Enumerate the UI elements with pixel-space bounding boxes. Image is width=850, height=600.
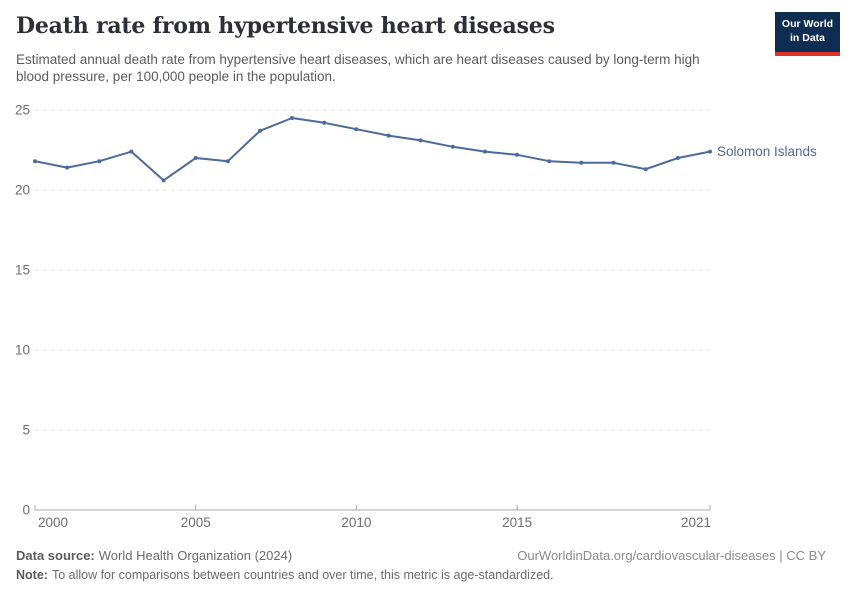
x-tick-label-2005: 2005	[181, 515, 211, 530]
owid-logo-line2: in Data	[789, 32, 825, 44]
note-text: To allow for comparisons between countri…	[51, 568, 554, 582]
data-point-2018[interactable]	[611, 160, 616, 165]
series-line-solomon-islands[interactable]	[34, 117, 711, 182]
data-point-2008[interactable]	[290, 116, 295, 120]
y-tick-label-20: 20	[15, 183, 30, 198]
x-tick-label-2010: 2010	[341, 515, 371, 530]
data-point-2016[interactable]	[547, 159, 552, 164]
owid-logo-line1: Our World	[781, 18, 834, 31]
owid-logo[interactable]: Our World in Data	[775, 12, 840, 56]
y-tick-label-5: 5	[22, 423, 30, 438]
x-tick-label-2015: 2015	[502, 515, 532, 530]
data-point-2015[interactable]	[515, 152, 520, 157]
x-tick-label-2000: 2000	[38, 515, 68, 530]
data-point-2012[interactable]	[418, 138, 423, 143]
data-point-2006[interactable]	[225, 159, 230, 164]
data-point-2013[interactable]	[450, 144, 455, 149]
data-point-2007[interactable]	[258, 128, 262, 133]
y-tick-label-0: 0	[22, 503, 30, 518]
owid-url-link[interactable]: OurWorldinData.org/cardiovascular-diseas…	[517, 548, 826, 563]
chart-title: Death rate from hypertensive heart disea…	[16, 13, 555, 39]
data-point-2019[interactable]	[643, 167, 648, 172]
data-point-2001[interactable]	[65, 165, 70, 170]
data-source-label: Data source:	[16, 548, 95, 563]
chart-footer: Data source: World Health Organization (2…	[16, 548, 826, 582]
data-point-2021[interactable]	[708, 149, 712, 154]
data-point-2014[interactable]	[483, 149, 487, 154]
series-label-solomon-islands[interactable]: Solomon Islands	[717, 144, 817, 159]
data-point-2009[interactable]	[322, 120, 327, 125]
data-point-2017[interactable]	[579, 160, 584, 165]
data-point-2002[interactable]	[97, 159, 102, 164]
y-tick-label-10: 10	[15, 343, 30, 358]
data-source-line: Data source: World Health Organization (2…	[16, 548, 292, 563]
data-point-2010[interactable]	[354, 127, 359, 132]
y-tick-label-15: 15	[15, 263, 30, 278]
data-point-2005[interactable]	[193, 156, 198, 160]
data-point-2000[interactable]	[33, 159, 37, 164]
data-source-text: World Health Organization (2024)	[98, 548, 293, 563]
x-tick-label-2021: 2021	[681, 515, 711, 530]
note-line: Note: To allow for comparisons between co…	[16, 568, 826, 582]
data-point-2011[interactable]	[386, 133, 391, 138]
data-point-2003[interactable]	[129, 149, 134, 154]
data-point-2004[interactable]	[161, 178, 166, 183]
chart-subtitle: Estimated annual death rate from hyperte…	[16, 52, 700, 84]
data-point-2020[interactable]	[675, 156, 680, 160]
note-label: Note:	[16, 568, 48, 582]
y-tick-label-25: 25	[15, 103, 30, 118]
